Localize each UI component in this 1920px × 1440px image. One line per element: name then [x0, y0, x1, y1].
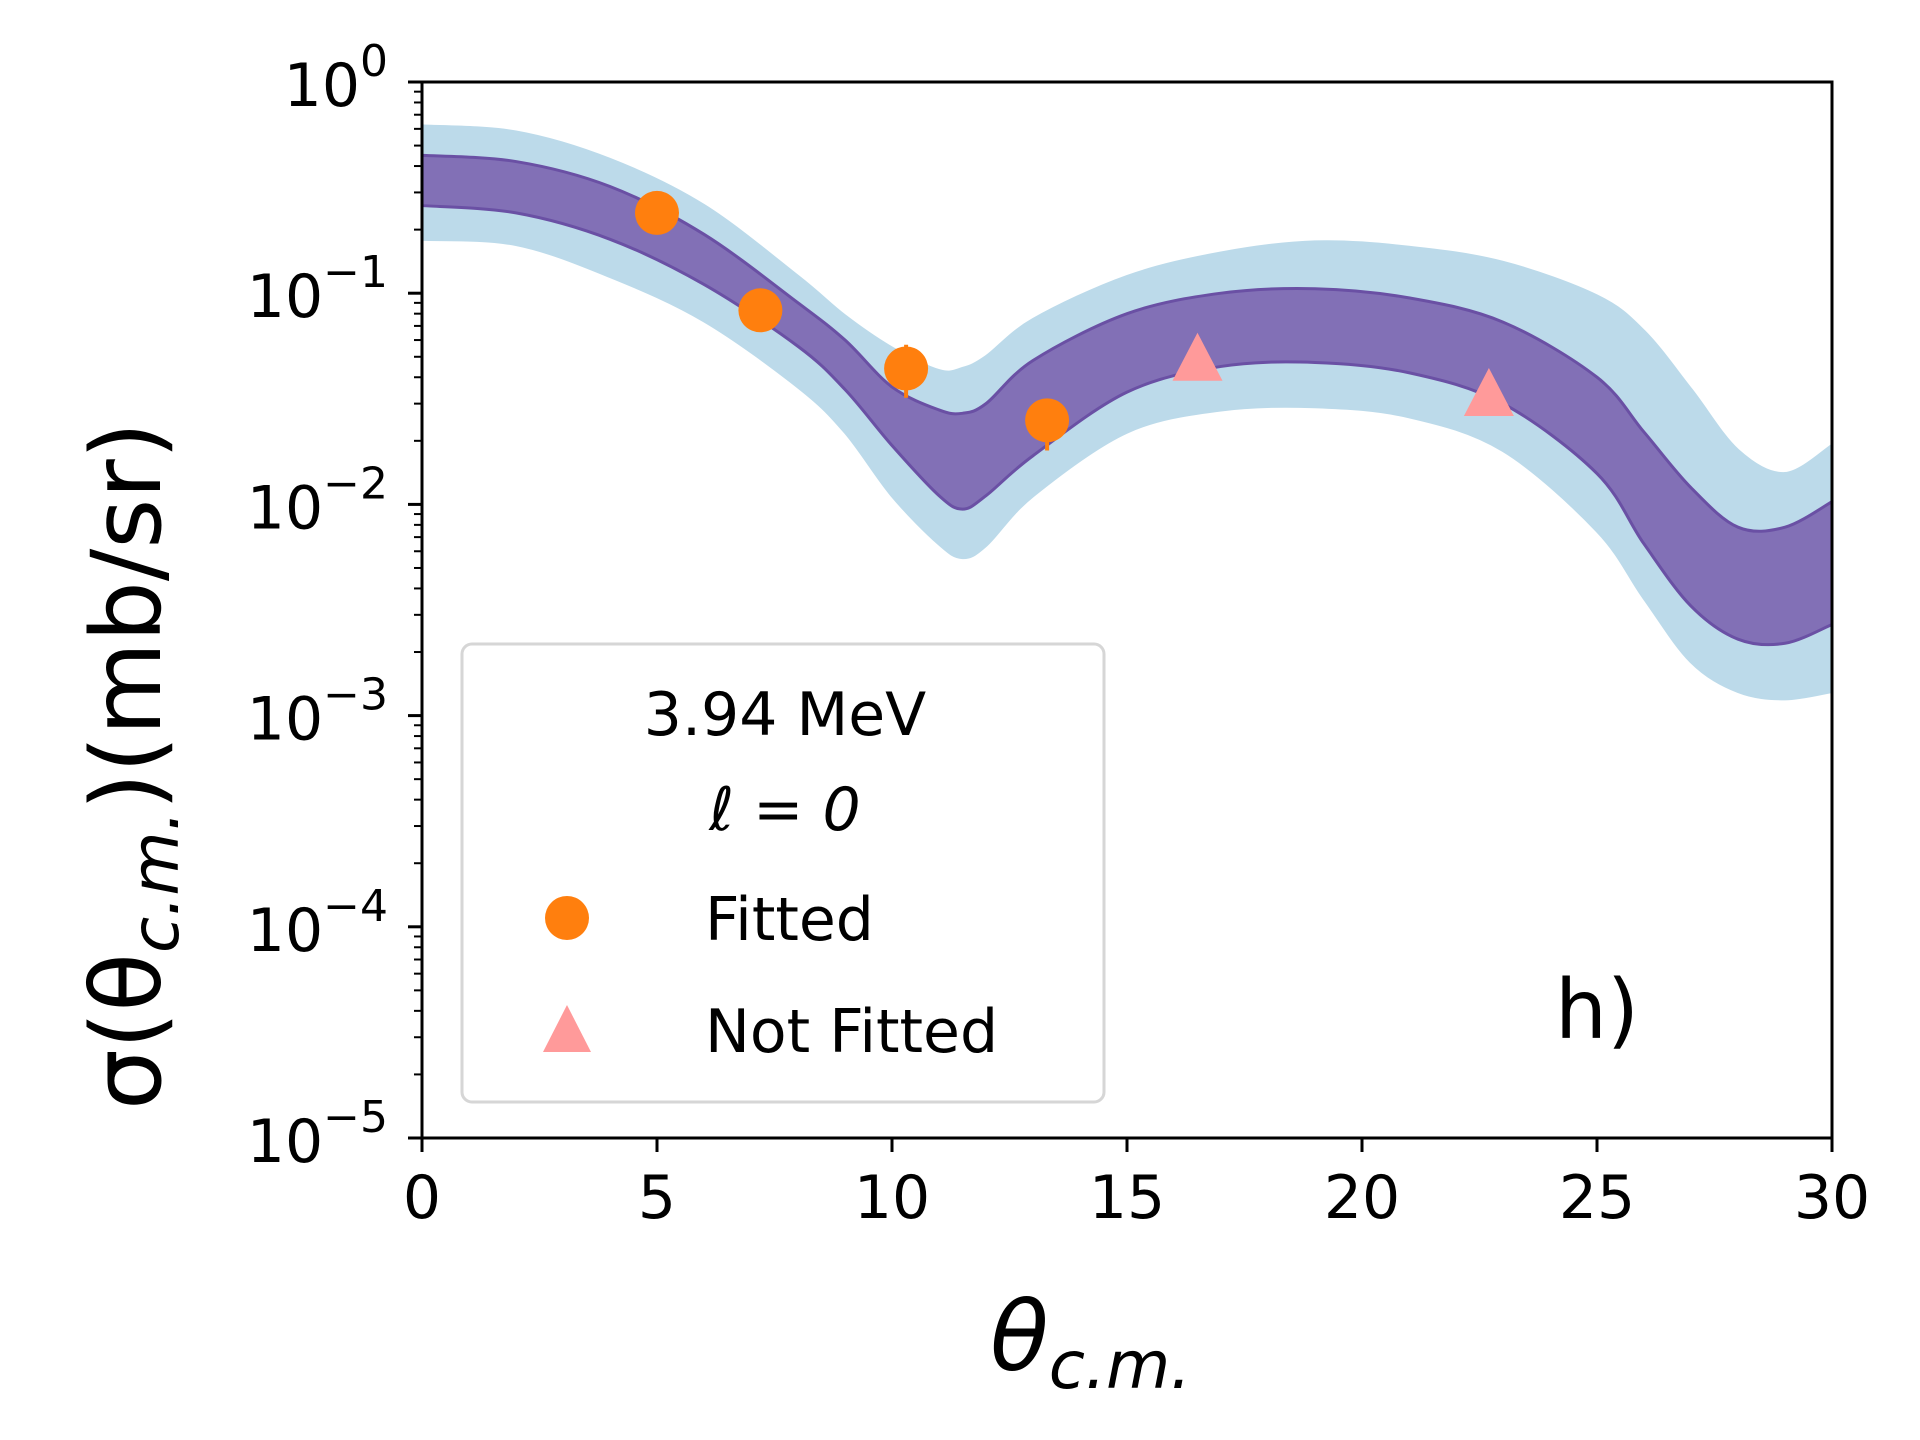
- legend: 3.94 MeV ℓ = 0 Fitted Not Fitted: [460, 642, 1106, 1104]
- data-point-triangle: [1463, 367, 1514, 416]
- panel-label: h): [1555, 963, 1639, 1058]
- legend-fitted-label: Fitted: [705, 885, 874, 955]
- data-points: [635, 190, 1514, 451]
- x-tick-label: 20: [1324, 1163, 1400, 1233]
- data-point-circle: [884, 346, 929, 391]
- legend-frame: [460, 642, 1106, 1104]
- y-tick-label: 10−3: [247, 670, 388, 755]
- legend-fitted-marker: [545, 896, 589, 940]
- x-tick-label: 5: [638, 1163, 676, 1233]
- y-axis-title-main: σ(θ: [71, 953, 183, 1110]
- series-fitted: [635, 190, 1070, 451]
- axes: 0 5 10 15 20 25 30 10−5 10−4 10−3 10−2 10−1 100: [247, 36, 1870, 1233]
- x-tick-label: 30: [1794, 1163, 1870, 1233]
- legend-title-energy: 3.94 MeV: [644, 680, 926, 750]
- data-point-circle: [738, 288, 783, 333]
- y-axis-title: σ(θc.m.)(mb/sr): [71, 422, 194, 1110]
- y-axis-title-sub: c.m.: [117, 810, 194, 953]
- series-not-fitted: [1172, 332, 1514, 416]
- x-axis-title-sub: c.m.: [1049, 1327, 1192, 1404]
- y-tick-label: 100: [284, 36, 388, 121]
- y-axis-title-tail: )(mb/sr): [71, 422, 183, 811]
- y-tick-label: 10−2: [247, 458, 388, 543]
- data-point-circle: [1025, 398, 1070, 443]
- x-tick-label: 15: [1089, 1163, 1165, 1233]
- data-point-circle: [635, 190, 679, 235]
- x-axis-title-main: θ: [990, 1281, 1049, 1393]
- x-tick-label: 25: [1559, 1163, 1635, 1233]
- y-tick-label: 10−4: [247, 881, 388, 966]
- x-tick-label: 0: [403, 1163, 441, 1233]
- uncertainty-bands: [420, 124, 1834, 701]
- y-tick-label: 10−5: [247, 1092, 388, 1177]
- data-point-triangle: [1172, 332, 1223, 381]
- band-outer: [420, 124, 1834, 701]
- x-axis-title: θc.m.: [990, 1281, 1191, 1404]
- legend-title-l: ℓ = 0: [708, 775, 860, 845]
- x-tick-label: 10: [854, 1163, 930, 1233]
- legend-not-fitted-label: Not Fitted: [705, 997, 998, 1067]
- y-tick-label: 10−1: [247, 247, 388, 332]
- legend-not-fitted-marker: [543, 1005, 591, 1052]
